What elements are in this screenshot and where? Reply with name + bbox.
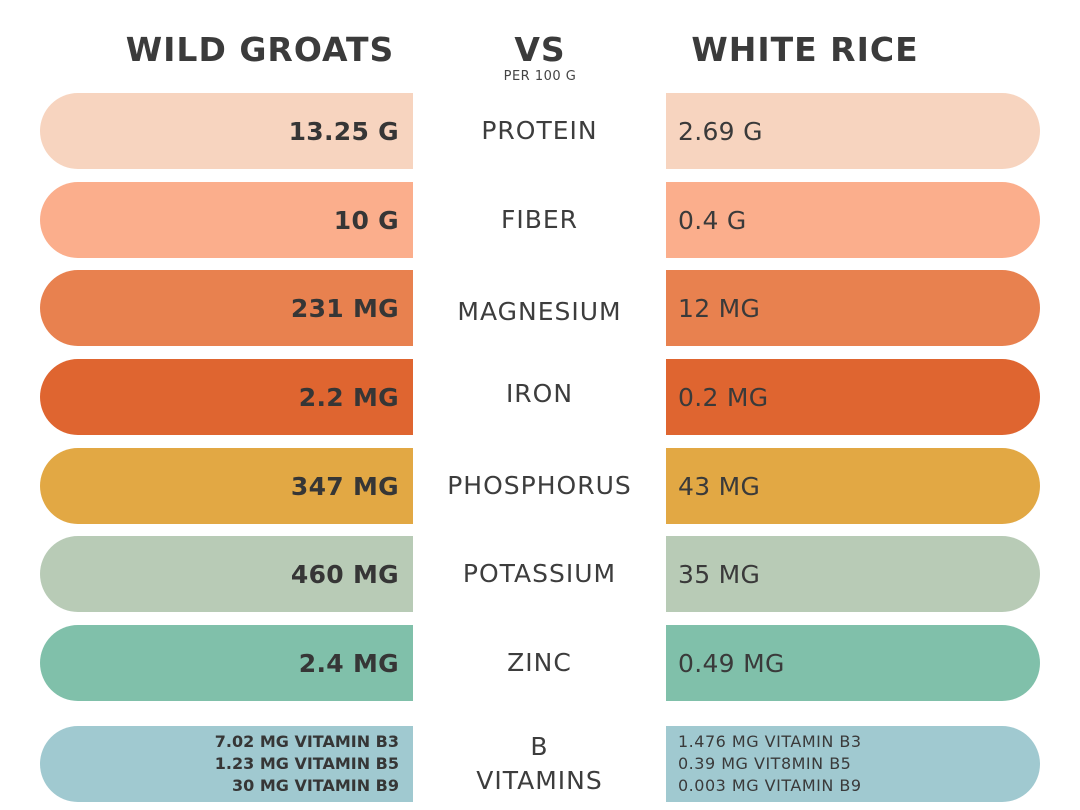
right-pill: 0.49 MG: [666, 625, 1040, 701]
right-value: 0.4 G: [678, 205, 747, 235]
right-pill: 0.2 MG: [666, 359, 1040, 435]
right-pill: 1.476 MG VITAMIN B3 0.39 MG VIT8MIN B5 0…: [666, 726, 1040, 802]
right-value: 12 MG: [678, 293, 761, 323]
row-iron: 2.2 MG IRON 0.2 MG: [0, 359, 1080, 435]
row-zinc: 2.4 MG ZINC 0.49 MG: [0, 625, 1080, 701]
left-pill: 231 MG: [40, 270, 413, 346]
row-b-vitamins: 7.02 MG VITAMIN B3 1.23 MG VITAMIN B5 30…: [0, 726, 1080, 802]
right-vitamin-b5: 0.39 MG VIT8MIN B5: [678, 754, 852, 773]
nutrient-label: ZINC: [507, 648, 572, 677]
right-vitamin-b3: 1.476 MG VITAMIN B3: [678, 732, 862, 751]
nutrient-label: PHOSPHORUS: [447, 471, 632, 500]
left-vitamin-b9: 30 MG VITAMIN B9: [231, 776, 399, 795]
right-pill: 43 MG: [666, 448, 1040, 524]
left-value: 2.2 MG: [298, 382, 399, 412]
left-pill: 347 MG: [40, 448, 413, 524]
right-value: 0.2 MG: [678, 382, 769, 412]
row-fiber: 10 G FIBER 0.4 G: [0, 182, 1080, 258]
nutrient-label: MAGNESIUM: [457, 297, 622, 326]
left-pill: 460 MG: [40, 536, 413, 612]
left-pill: 2.2 MG: [40, 359, 413, 435]
row-potassium: 460 MG POTASSIUM 35 MG: [0, 536, 1080, 612]
right-pill: 0.4 G: [666, 182, 1040, 258]
nutrient-label-line1: B: [530, 732, 549, 761]
nutrient-label: FIBER: [500, 205, 579, 234]
nutrient-label-line2: VITAMINS: [476, 766, 603, 795]
vs-title: VS: [514, 30, 566, 69]
left-pill: 7.02 MG VITAMIN B3 1.23 MG VITAMIN B5 30…: [40, 726, 413, 802]
left-value: 347 MG: [290, 471, 399, 501]
left-value: 231 MG: [290, 293, 399, 323]
right-value: 2.69 G: [678, 116, 763, 146]
left-pill: 10 G: [40, 182, 413, 258]
right-value: 35 MG: [678, 559, 761, 589]
right-value: 43 MG: [678, 471, 761, 501]
right-pill: 12 MG: [666, 270, 1040, 346]
per-unit-note: PER 100 G: [503, 69, 577, 84]
right-title: WHITE RICE: [691, 30, 919, 69]
left-value: 10 G: [333, 205, 399, 235]
nutrient-label: IRON: [505, 379, 574, 408]
left-title: WILD GROATS: [125, 30, 395, 69]
right-pill: 2.69 G: [666, 93, 1040, 169]
right-value: 0.49 MG: [678, 648, 785, 678]
left-vitamin-b5: 1.23 MG VITAMIN B5: [214, 754, 399, 773]
nutrient-label: PROTEIN: [481, 116, 598, 145]
row-magnesium: 231 MG MAGNESIUM 12 MG: [0, 270, 1080, 346]
right-pill: 35 MG: [666, 536, 1040, 612]
nutrient-label: POTASSIUM: [462, 559, 617, 588]
left-value: 13.25 G: [288, 116, 399, 146]
nutrient-label: B VITAMINS: [413, 726, 666, 802]
left-pill: 2.4 MG: [40, 625, 413, 701]
left-vitamin-b3: 7.02 MG VITAMIN B3: [214, 732, 399, 751]
left-pill: 13.25 G: [40, 93, 413, 169]
left-value: 2.4 MG: [298, 648, 399, 678]
right-vitamin-b9: 0.003 MG VITAMIN B9: [678, 776, 862, 795]
left-value: 460 MG: [290, 559, 399, 589]
row-protein: 13.25 G PROTEIN 2.69 G: [0, 93, 1080, 169]
row-phosphorus: 347 MG PHOSPHORUS 43 MG: [0, 448, 1080, 524]
